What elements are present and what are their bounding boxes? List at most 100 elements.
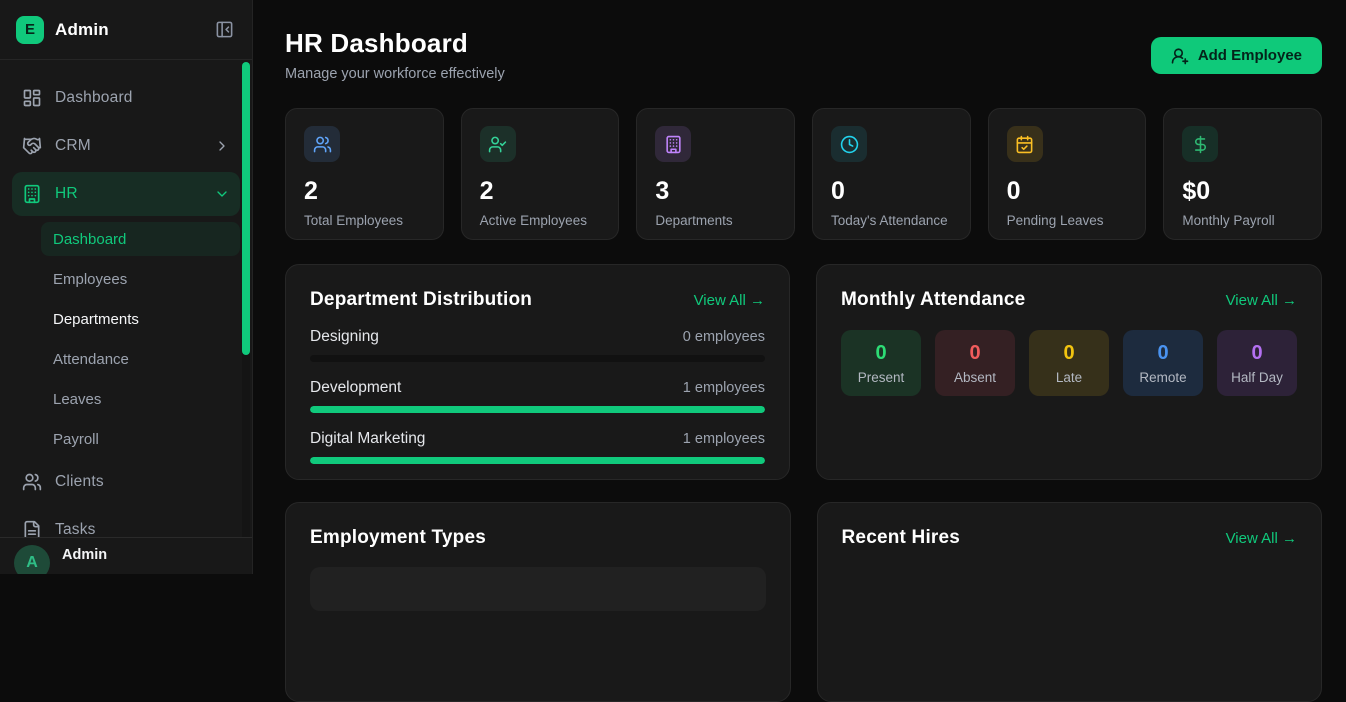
stat-label: Total Employees: [304, 213, 425, 228]
department-progress-fill: [310, 457, 765, 464]
stat-icon-tile: [831, 126, 867, 162]
attendance-value: 0: [969, 342, 980, 365]
stat-label: Departments: [655, 213, 776, 228]
department-row-digital-marketing: Digital Marketing 1 employees: [310, 430, 765, 464]
stat-value: 0: [1007, 177, 1128, 206]
department-distribution-view-all-link[interactable]: View All →: [694, 292, 765, 309]
brand-name: Admin: [55, 20, 109, 40]
users-icon: [22, 472, 42, 492]
panel-title: Employment Types: [310, 527, 486, 549]
stat-icon-tile: [480, 126, 516, 162]
sidebar-scrollbar-track: [242, 62, 250, 574]
hr-subitem-departments[interactable]: Departments: [41, 302, 240, 336]
stat-card-monthly-payroll: $0 Monthly Payroll: [1163, 108, 1322, 240]
stat-value: 2: [304, 177, 425, 206]
sidebar-user-footer[interactable]: A Admin: [0, 537, 252, 574]
department-count: 1 employees: [683, 380, 765, 396]
attendance-tile-absent: 0 Absent: [935, 330, 1015, 396]
user-plus-icon: [1171, 47, 1189, 65]
stat-card-departments: 3 Departments: [636, 108, 795, 240]
sidebar-header: E Admin: [0, 0, 252, 60]
sidebar-item-dashboard[interactable]: Dashboard: [12, 76, 240, 120]
panel-title: Monthly Attendance: [841, 289, 1025, 311]
attendance-value: 0: [1251, 342, 1262, 365]
attendance-tile-half-day: 0 Half Day: [1217, 330, 1297, 396]
department-progress-track: [310, 406, 765, 413]
department-count: 1 employees: [683, 431, 765, 447]
stat-label: Monthly Payroll: [1182, 213, 1303, 228]
app-logo: E: [16, 16, 44, 44]
page-title: HR Dashboard: [285, 28, 505, 59]
department-name: Digital Marketing: [310, 430, 425, 448]
recent-hires-view-all-link[interactable]: View All →: [1226, 530, 1297, 547]
employment-types-panel: Employment Types: [285, 502, 791, 702]
user-name: Admin: [62, 547, 107, 563]
sidebar-item-label: CRM: [55, 137, 91, 155]
panels-row-2: Employment Types Recent Hires View All →: [285, 502, 1322, 702]
department-progress-track: [310, 355, 765, 362]
user-check-icon: [488, 135, 507, 154]
main-content: HR Dashboard Manage your workforce effec…: [253, 0, 1346, 574]
attendance-tiles: 0 Present 0 Absent 0 Late 0 Remote 0 H: [841, 330, 1297, 396]
page-header: HR Dashboard Manage your workforce effec…: [285, 28, 1322, 82]
stat-label: Today's Attendance: [831, 213, 952, 228]
hr-subitem-payroll[interactable]: Payroll: [41, 422, 240, 456]
stat-value: 3: [655, 177, 776, 206]
department-row-designing: Designing 0 employees: [310, 328, 765, 362]
recent-hires-panel: Recent Hires View All →: [817, 502, 1323, 702]
attendance-tile-present: 0 Present: [841, 330, 921, 396]
hr-subitem-leaves[interactable]: Leaves: [41, 382, 240, 416]
building-icon: [664, 135, 683, 154]
stat-value: 2: [480, 177, 601, 206]
department-progress-track: [310, 457, 765, 464]
sidebar-item-label: Dashboard: [55, 89, 133, 107]
sidebar-item-crm[interactable]: CRM: [12, 124, 240, 168]
sidebar-item-label: HR: [55, 185, 78, 203]
department-distribution-panel: Department Distribution View All → Desig…: [285, 264, 790, 480]
avatar: A: [14, 545, 50, 574]
sidebar-item-hr[interactable]: HR: [12, 172, 240, 216]
stat-value: 0: [831, 177, 952, 206]
chevron-down-icon: [214, 186, 230, 202]
stat-card-total-employees: 2 Total Employees: [285, 108, 444, 240]
attendance-value: 0: [1157, 342, 1168, 365]
sidebar-item-clients[interactable]: Clients: [12, 460, 240, 504]
sidebar-scrollbar-thumb[interactable]: [242, 62, 250, 355]
sidebar-nav: Dashboard CRM HR Dashboard Employees Dep…: [0, 60, 252, 552]
stat-value: $0: [1182, 177, 1303, 206]
attendance-value: 0: [1063, 342, 1074, 365]
hr-subitem-attendance[interactable]: Attendance: [41, 342, 240, 376]
dollar-icon: [1191, 135, 1210, 154]
stat-card-todays-attendance: 0 Today's Attendance: [812, 108, 971, 240]
add-employee-label: Add Employee: [1198, 47, 1302, 64]
attendance-tile-remote: 0 Remote: [1123, 330, 1203, 396]
department-progress-fill: [310, 406, 765, 413]
monthly-attendance-view-all-link[interactable]: View All →: [1226, 292, 1297, 309]
panels-row-1: Department Distribution View All → Desig…: [285, 264, 1322, 480]
chevron-right-icon: [214, 138, 230, 154]
hr-subitem-dashboard[interactable]: Dashboard: [41, 222, 240, 256]
add-employee-button[interactable]: Add Employee: [1151, 37, 1322, 74]
stat-icon-tile: [304, 126, 340, 162]
panel-title: Recent Hires: [842, 527, 961, 549]
page-subtitle: Manage your workforce effectively: [285, 66, 505, 82]
building-icon: [22, 184, 42, 204]
monthly-attendance-panel: Monthly Attendance View All → 0 Present …: [816, 264, 1322, 480]
clock-icon: [840, 135, 859, 154]
stat-icon-tile: [1182, 126, 1218, 162]
stat-label: Active Employees: [480, 213, 601, 228]
attendance-value: 0: [875, 342, 886, 365]
hr-submenu: Dashboard Employees Departments Attendan…: [41, 222, 240, 456]
stat-icon-tile: [1007, 126, 1043, 162]
attendance-label: Absent: [954, 370, 996, 385]
users-icon: [313, 135, 332, 154]
stat-label: Pending Leaves: [1007, 213, 1128, 228]
sidebar-item-label: Clients: [55, 473, 104, 491]
layout-dashboard-icon: [22, 88, 42, 108]
department-row-development: Development 1 employees: [310, 379, 765, 413]
hr-subitem-employees[interactable]: Employees: [41, 262, 240, 296]
attendance-label: Late: [1056, 370, 1082, 385]
department-name: Development: [310, 379, 401, 397]
sidebar-collapse-button[interactable]: [213, 18, 236, 41]
sidebar: E Admin Dashboard CRM: [0, 0, 253, 574]
